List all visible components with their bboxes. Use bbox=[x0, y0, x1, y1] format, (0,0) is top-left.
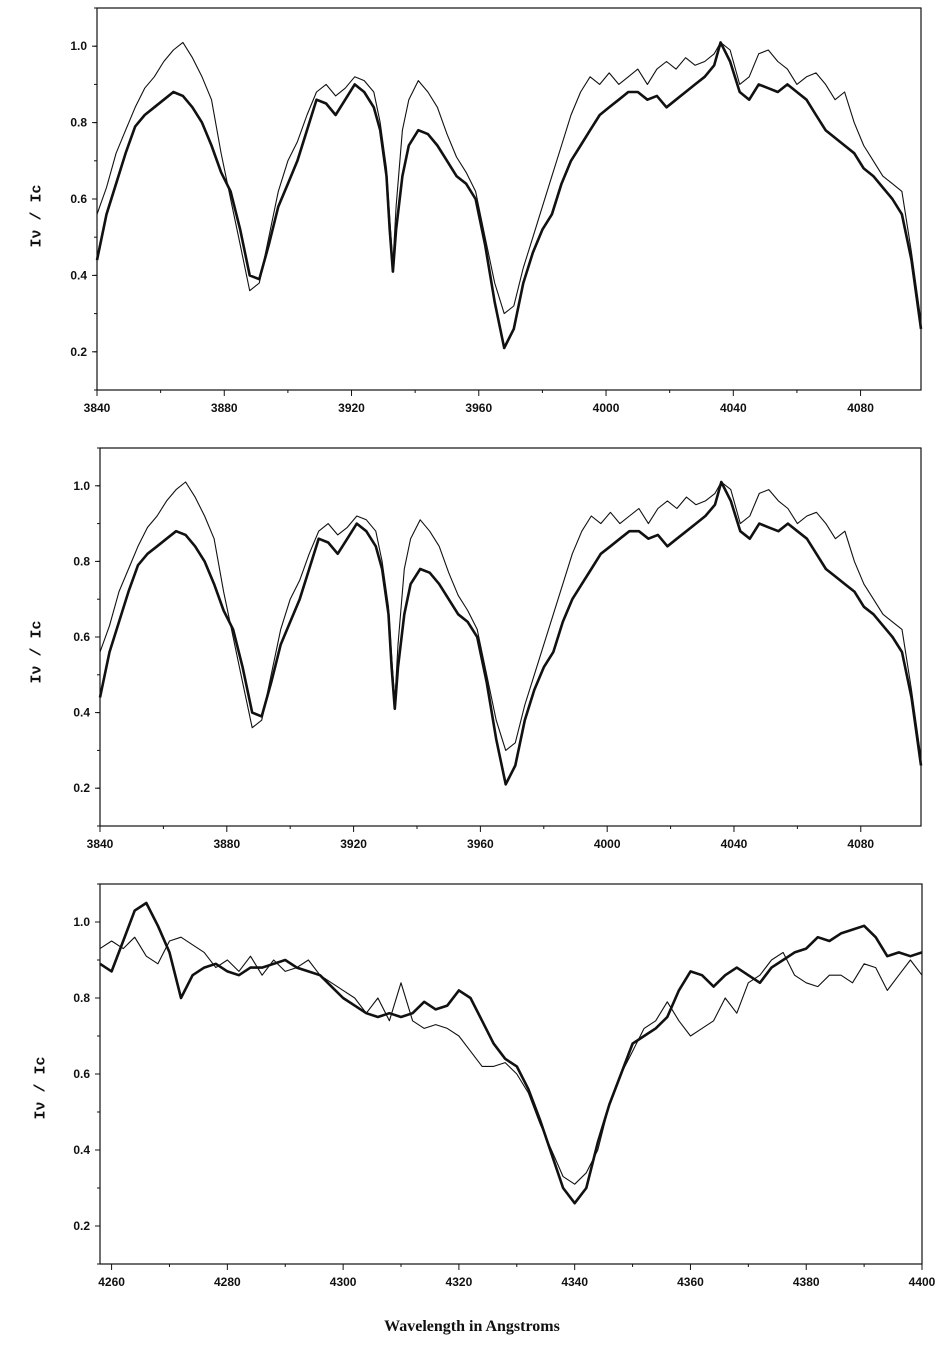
spectrum-panel-top: 0.2 0.4 0.6 0.8 1.0 3840 3880 3920 3960 4000 4040 4… bbox=[0, 0, 944, 440]
y-tick-label: 0.2 bbox=[70, 345, 87, 359]
x-tick-label: 4360 bbox=[677, 1275, 704, 1289]
x-tick-label: 3920 bbox=[340, 837, 367, 851]
x-tick-label: 3960 bbox=[467, 837, 494, 851]
x-tick-label: 3840 bbox=[87, 837, 114, 851]
plot-frame bbox=[99, 883, 923, 1265]
spectrum-line-thin bbox=[99, 481, 922, 759]
x-tick-label: 4040 bbox=[720, 401, 747, 415]
y-axis-label: Iν / Ic bbox=[28, 620, 46, 684]
x-tick-label: 3960 bbox=[465, 401, 492, 415]
x-tick-label: 3880 bbox=[213, 837, 240, 851]
x-tick-label: 3880 bbox=[211, 401, 238, 415]
y-tick-label: 0.6 bbox=[73, 1067, 90, 1081]
spectrum-panel-middle: 0.2 0.4 0.6 0.8 1.0 3840 3880 3920 3960 4000 4040 4… bbox=[0, 440, 944, 880]
spectrum-line-thin bbox=[96, 41, 922, 322]
x-tick-label: 4300 bbox=[330, 1275, 357, 1289]
y-tick-label: 1.0 bbox=[70, 39, 87, 53]
x-tick-label: 4280 bbox=[214, 1275, 241, 1289]
y-tick-label: 0.6 bbox=[70, 192, 87, 206]
spectrum-line-thin bbox=[99, 936, 923, 1185]
x-tick-label: 3920 bbox=[338, 401, 365, 415]
x-tick-label: 4040 bbox=[721, 837, 748, 851]
x-tick-label: 4080 bbox=[847, 837, 874, 851]
spectrum-chart-top: 0.2 0.4 0.6 0.8 1.0 3840 3880 3920 3960 4000 4040 4… bbox=[70, 7, 923, 415]
y-axis-label: Iν / Ic bbox=[32, 1056, 50, 1120]
x-tick-label: 4400 bbox=[909, 1275, 936, 1289]
x-axis-label: Wavelength in Angstroms bbox=[384, 1318, 560, 1335]
y-axis-label: Iν / Ic bbox=[28, 184, 46, 248]
spectrum-line-thick bbox=[98, 480, 923, 786]
spectrum-chart-middle: 0.2 0.4 0.6 0.8 1.0 3840 3880 3920 3960 4000 4040 4… bbox=[73, 447, 923, 851]
x-tick-label: 4000 bbox=[593, 401, 620, 415]
y-tick-label: 0.4 bbox=[73, 706, 90, 720]
plot-frame bbox=[96, 7, 922, 391]
plot-frame bbox=[99, 447, 922, 827]
y-tick-label: 0.4 bbox=[73, 1143, 90, 1157]
y-tick-label: 0.6 bbox=[73, 630, 90, 644]
x-tick-label: 4320 bbox=[446, 1275, 473, 1289]
x-tick-label: 4000 bbox=[594, 837, 621, 851]
spectrum-panel-bottom: 0.2 0.4 0.6 0.8 1.0 4260 4280 4300 4320 4340 4360 4… bbox=[0, 880, 944, 1310]
y-tick-label: 0.8 bbox=[70, 116, 87, 130]
x-tick-label: 4260 bbox=[98, 1275, 125, 1289]
y-tick-label: 0.8 bbox=[73, 991, 90, 1005]
x-tick-label: 4080 bbox=[847, 401, 874, 415]
y-tick-label: 1.0 bbox=[73, 915, 90, 929]
x-tick-label: 3840 bbox=[84, 401, 111, 415]
y-tick-label: 0.2 bbox=[73, 781, 90, 795]
spectrum-line-thick bbox=[99, 901, 923, 1205]
spectrum-line-thick bbox=[95, 41, 923, 350]
x-tick-label: 4380 bbox=[793, 1275, 820, 1289]
y-tick-label: 0.4 bbox=[70, 268, 87, 282]
x-tick-label: 4340 bbox=[561, 1275, 588, 1289]
y-tick-label: 1.0 bbox=[73, 479, 90, 493]
y-tick-label: 0.2 bbox=[73, 1219, 90, 1233]
y-tick-label: 0.8 bbox=[73, 554, 90, 568]
spectrum-chart-bottom: 0.2 0.4 0.6 0.8 1.0 4260 4280 4300 4320 4340 4360 4… bbox=[73, 883, 936, 1289]
